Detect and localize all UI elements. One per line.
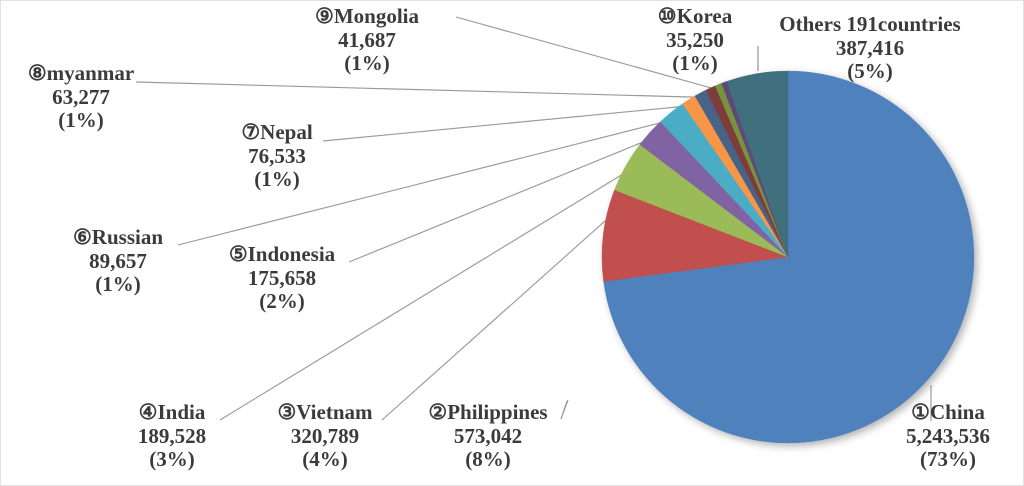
slice-label-mongolia-pct: (1%)	[344, 51, 390, 76]
slice-label-myanmar: ⑧myanmar 63,277 (1%)	[21, 61, 141, 133]
pie-slice-2[interactable]	[601, 189, 789, 282]
slice-label-others: Others 191countries 387,416 (5%)	[767, 12, 973, 84]
slice-label-vietnam-value: 320,789	[290, 423, 360, 448]
leader-line-indonesia	[348, 119, 698, 263]
slice-label-philippines: ②Philippines 573,042 (8%)	[415, 400, 561, 472]
slice-label-myanmar-pct: (1%)	[58, 108, 104, 133]
slice-label-china: ①China 5,243,536 (73%)	[881, 400, 1015, 472]
slice-label-philippines-value: 573,042	[453, 423, 523, 448]
slice-label-russian: ⑥Russian 89,657 (1%)	[57, 225, 179, 297]
slice-label-nepal-name: ⑦Nepal	[241, 120, 313, 144]
slice-label-indonesia-value: 175,658	[247, 265, 317, 290]
slice-label-indonesia: ⑤Indonesia 175,658 (2%)	[214, 242, 350, 314]
slice-label-others-name: Others 191countries	[779, 12, 961, 36]
slice-label-korea-value: 35,250	[666, 27, 724, 52]
slice-label-others-pct: (5%)	[847, 59, 893, 84]
leader-line-philippines-2	[560, 400, 568, 420]
slice-label-others-value: 387,416	[835, 35, 905, 60]
slice-label-russian-value: 89,657	[89, 248, 147, 273]
slice-label-nepal: ⑦Nepal 76,533 (1%)	[229, 120, 325, 192]
slice-label-indonesia-name: ⑤Indonesia	[228, 242, 336, 266]
leader-line-myanmar	[135, 81, 728, 99]
leader-line-india	[219, 140, 678, 421]
slice-label-china-pct: (73%)	[920, 447, 976, 472]
slice-label-korea-name: ⑩Korea	[657, 4, 733, 28]
leader-line-mongolia	[455, 16, 734, 95]
slice-label-mongolia: ⑨Mongolia 41,687 (1%)	[277, 4, 457, 76]
slice-label-vietnam-pct: (4%)	[302, 447, 348, 472]
slice-label-nepal-pct: (1%)	[254, 167, 300, 192]
slice-label-mongolia-name: ⑨Mongolia	[315, 4, 419, 28]
slice-label-vietnam-name: ③Vietnam	[277, 400, 373, 424]
slice-label-mongolia-value: 41,687	[338, 27, 396, 52]
leader-line-nepal	[322, 102, 720, 142]
pie-slice-11[interactable]	[726, 70, 789, 258]
slice-label-india-pct: (3%)	[149, 447, 195, 472]
slice-label-myanmar-value: 63,277	[52, 84, 110, 109]
slice-label-china-name: ①China	[911, 400, 985, 424]
leader-line-russian	[177, 110, 708, 246]
slice-label-vietnam: ③Vietnam 320,789 (4%)	[268, 400, 382, 472]
slice-label-myanmar-name: ⑧myanmar	[27, 61, 135, 85]
slice-label-russian-pct: (1%)	[95, 272, 141, 297]
slice-label-russian-name: ⑥Russian	[72, 225, 164, 249]
slice-label-india-name: ④India	[138, 400, 206, 424]
slice-label-india: ④India 189,528 (3%)	[124, 400, 220, 472]
slice-label-korea-pct: (1%)	[672, 51, 718, 76]
slice-label-philippines-name: ②Philippines	[428, 400, 548, 424]
slice-label-china-value: 5,243,536	[906, 423, 990, 448]
pie-slice-1[interactable]	[603, 70, 975, 444]
slice-label-india-value: 189,528	[137, 423, 207, 448]
slice-label-korea: ⑩Korea 35,250 (1%)	[633, 4, 757, 76]
slice-label-philippines-pct: (8%)	[465, 447, 511, 472]
slice-label-nepal-value: 76,533	[248, 143, 306, 168]
slice-label-indonesia-pct: (2%)	[259, 289, 305, 314]
